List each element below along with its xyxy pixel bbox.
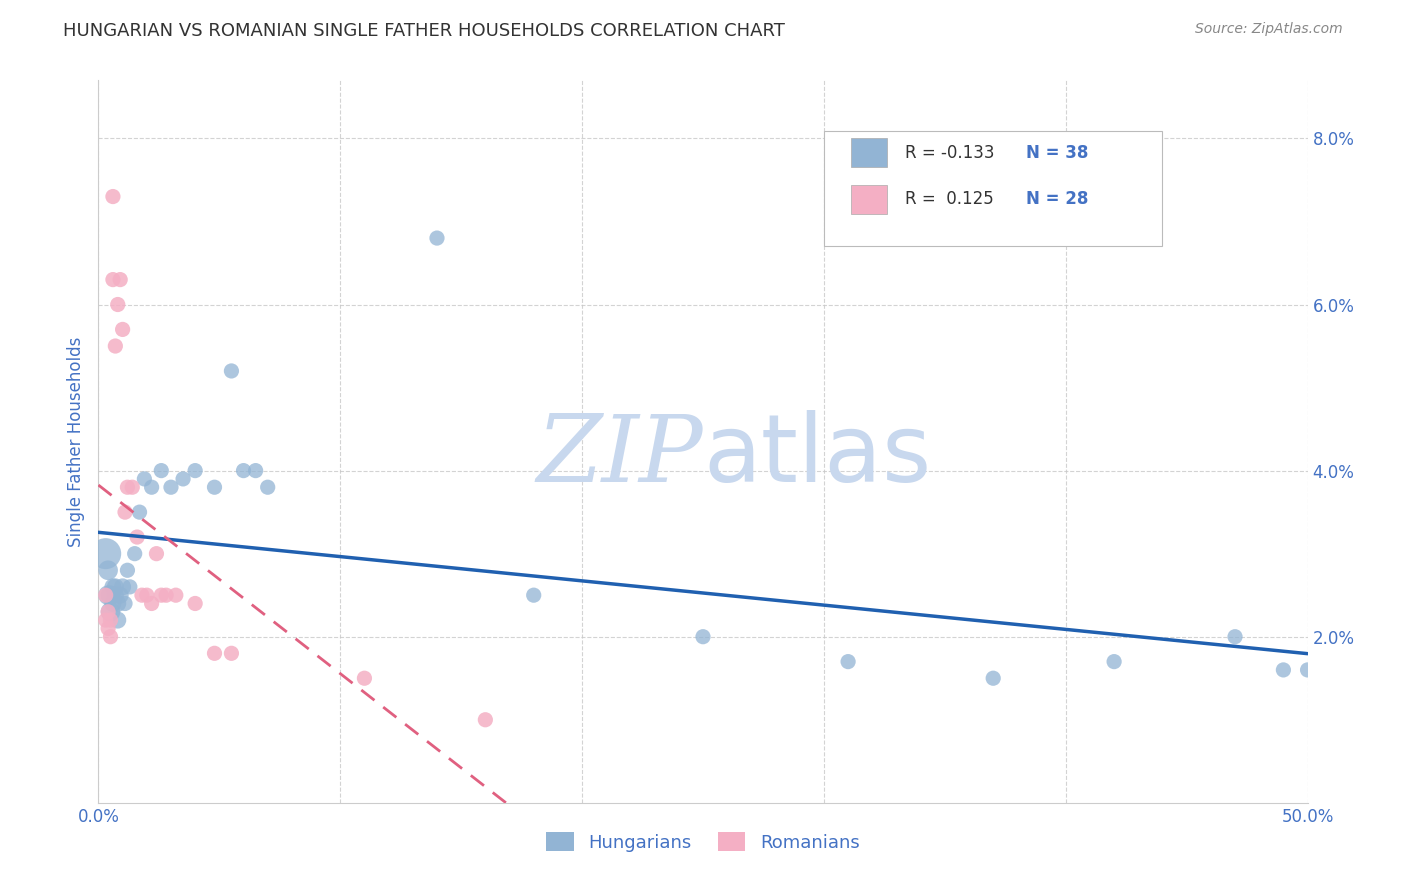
Point	[184, 464, 207, 478]
Point	[114, 505, 136, 519]
Text: Source: ZipAtlas.com: Source: ZipAtlas.com	[1195, 22, 1343, 37]
Point	[101, 580, 124, 594]
Point	[97, 588, 120, 602]
Point	[134, 472, 156, 486]
Point	[104, 588, 127, 602]
FancyBboxPatch shape	[824, 131, 1163, 246]
Point	[131, 588, 153, 602]
Text: HUNGARIAN VS ROMANIAN SINGLE FATHER HOUSEHOLDS CORRELATION CHART: HUNGARIAN VS ROMANIAN SINGLE FATHER HOUS…	[63, 22, 785, 40]
Point	[108, 588, 131, 602]
Point	[107, 597, 129, 611]
Point	[101, 189, 124, 203]
Point	[111, 322, 134, 336]
Point	[150, 588, 173, 602]
Point	[135, 588, 157, 602]
Point	[100, 605, 122, 619]
Text: ZIP: ZIP	[536, 411, 703, 501]
Point	[160, 480, 183, 494]
Point	[100, 630, 122, 644]
Point	[107, 297, 129, 311]
Point	[256, 480, 278, 494]
Point	[104, 339, 127, 353]
Point	[1223, 630, 1246, 644]
Point	[145, 547, 167, 561]
Text: R =  0.125: R = 0.125	[905, 191, 994, 209]
Point	[232, 464, 254, 478]
Point	[155, 588, 177, 602]
Text: N = 38: N = 38	[1026, 144, 1088, 161]
Point	[101, 597, 124, 611]
Point	[353, 671, 375, 685]
Point	[94, 613, 117, 627]
Point	[100, 613, 122, 627]
FancyBboxPatch shape	[851, 138, 887, 167]
Point	[426, 231, 449, 245]
Point	[692, 630, 714, 644]
Point	[221, 646, 243, 660]
Point	[141, 480, 163, 494]
Point	[981, 671, 1004, 685]
Point	[111, 580, 134, 594]
Point	[97, 605, 120, 619]
Point	[97, 621, 120, 635]
Point	[1102, 655, 1125, 669]
FancyBboxPatch shape	[851, 185, 887, 214]
Point	[245, 464, 267, 478]
Y-axis label: Single Father Households: Single Father Households	[66, 336, 84, 547]
Point	[141, 597, 163, 611]
Point	[104, 580, 127, 594]
Point	[108, 272, 131, 286]
Point	[837, 655, 859, 669]
Point	[184, 597, 207, 611]
Point	[94, 588, 117, 602]
Point	[121, 480, 143, 494]
Point	[118, 580, 141, 594]
Text: N = 28: N = 28	[1026, 191, 1088, 209]
Point	[114, 597, 136, 611]
Point	[117, 480, 139, 494]
Point	[107, 613, 129, 627]
Point	[97, 563, 120, 577]
Point	[101, 272, 124, 286]
Point	[172, 472, 194, 486]
Point	[127, 530, 149, 544]
Point	[100, 588, 122, 602]
Text: R = -0.133: R = -0.133	[905, 144, 994, 161]
Point	[128, 505, 150, 519]
Point	[1296, 663, 1319, 677]
Point	[221, 364, 243, 378]
Point	[204, 646, 226, 660]
Point	[150, 464, 173, 478]
Point	[117, 563, 139, 577]
Point	[474, 713, 496, 727]
Point	[1272, 663, 1295, 677]
Legend: Hungarians, Romanians: Hungarians, Romanians	[540, 825, 866, 859]
Point	[204, 480, 226, 494]
Text: atlas: atlas	[703, 410, 931, 502]
Point	[165, 588, 187, 602]
Point	[94, 547, 117, 561]
Point	[523, 588, 546, 602]
Point	[124, 547, 146, 561]
